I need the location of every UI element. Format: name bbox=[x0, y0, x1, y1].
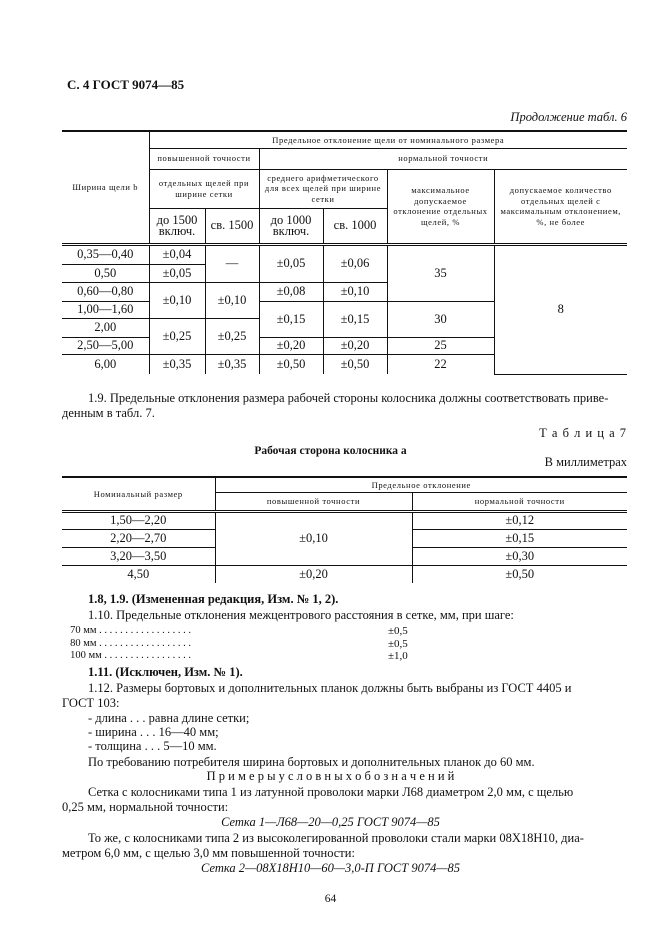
table-cell: 4,50 bbox=[62, 564, 216, 583]
table-cell: ±0,20 bbox=[258, 336, 324, 355]
running-title: С. 4 ГОСТ 9074—85 bbox=[67, 77, 185, 92]
table-cell: ±0,08 bbox=[258, 281, 324, 302]
list-item-length: - длина . . . равна длине сетки; bbox=[88, 711, 250, 725]
step-label: 100 мм . . . . . . . . . . . . . . . . . bbox=[70, 650, 191, 661]
table-cell: ±0,04 bbox=[148, 243, 206, 265]
table-cell: ±0,15 bbox=[322, 300, 388, 338]
table-cell: 0,35—0,40 bbox=[62, 243, 150, 265]
table-cell: ±0,10 bbox=[204, 281, 260, 319]
table-cell: 2,00 bbox=[62, 317, 150, 338]
header-individual: отдельных щелей при ширине сетки bbox=[148, 168, 260, 209]
table-cell: — bbox=[204, 243, 260, 283]
table-cell: 1,50—2,20 bbox=[62, 510, 216, 530]
example-1-line2: 0,25 мм, нормальной точности: bbox=[62, 800, 229, 814]
table-7-units: В миллиметрах bbox=[544, 455, 627, 469]
table-cell: 2,20—2,70 bbox=[62, 528, 216, 548]
step-value: ±0,5 bbox=[388, 625, 408, 637]
header-group: Предельное отклонение bbox=[214, 476, 627, 493]
table-cell: 2,50—5,00 bbox=[62, 336, 150, 355]
list-item-thickness: - толщина . . . 5—10 мм. bbox=[88, 739, 217, 753]
table-cell: ±0,50 bbox=[411, 564, 627, 583]
table-cell: ±0,50 bbox=[322, 353, 388, 374]
page-number: 64 bbox=[324, 893, 337, 905]
paragraph-1-9-line2: денным в табл. 7. bbox=[62, 406, 155, 420]
step-label: 70 мм . . . . . . . . . . . . . . . . . … bbox=[70, 625, 191, 636]
table-7-title: Рабочая сторона колосника a bbox=[254, 445, 407, 457]
step-value: ±1,0 bbox=[388, 650, 408, 662]
example-2-designation: Сетка 2—08Х18Н10—60—3,0-П ГОСТ 9074—85 bbox=[201, 861, 460, 875]
table-cell: ±0,10 bbox=[148, 281, 206, 319]
paragraph-1-12-line2: ГОСТ 103: bbox=[62, 696, 120, 710]
table-cell: ±0,05 bbox=[148, 263, 206, 283]
table-cell: ±0,20 bbox=[322, 336, 388, 355]
header-normal: нормальной точности bbox=[258, 147, 627, 170]
header-over1000: св. 1000 bbox=[322, 207, 388, 246]
example-1-designation: Сетка 1—Л68—20—0,25 ГОСТ 9074—85 bbox=[221, 815, 440, 829]
example-2-line1: То же, с колосниками типа 2 из высоколег… bbox=[88, 831, 584, 845]
table-cell: 3,20—3,50 bbox=[62, 546, 216, 566]
table-cell: ±0,50 bbox=[258, 353, 324, 374]
table-cell: 0,60—0,80 bbox=[62, 281, 150, 302]
header-increased: повышенной точности bbox=[148, 147, 260, 170]
header-over1500: св. 1500 bbox=[204, 207, 260, 246]
header-nominal: Номинальный размер bbox=[62, 476, 216, 513]
table-7-label: Т а б л и ц а 7 bbox=[539, 426, 627, 440]
step-value: ±0,5 bbox=[388, 638, 408, 650]
list-item-width: - ширина . . . 16—40 мм; bbox=[88, 725, 219, 739]
paragraph-1-8: 1.8, 1.9. (Измененная редакция, Изм. № 1… bbox=[88, 592, 339, 606]
table-cell: ±0,10 bbox=[322, 281, 388, 302]
header-mean: среднего арифметического для всех щелей … bbox=[258, 168, 388, 209]
table-cell: ±0,06 bbox=[322, 243, 388, 283]
table-cell: 22 bbox=[386, 353, 495, 374]
table-7: Номинальный размер Предельное отклонение… bbox=[62, 476, 627, 583]
table-cell: ±0,05 bbox=[258, 243, 324, 283]
table-cell: ±0,30 bbox=[411, 546, 627, 566]
table-cell: 1,00—1,60 bbox=[62, 300, 150, 319]
paragraph-1-12-line1: 1.12. Размеры бортовых и дополнительных … bbox=[88, 681, 572, 695]
header-upto1500: до 1500 включ. bbox=[148, 207, 206, 246]
table-cell: ±0,10 bbox=[214, 510, 413, 566]
table-cell: ±0,15 bbox=[258, 300, 324, 338]
table-cell: ±0,25 bbox=[148, 317, 206, 355]
step-label: 80 мм . . . . . . . . . . . . . . . . . … bbox=[70, 638, 191, 649]
table-cell: ±0,12 bbox=[411, 510, 627, 530]
header-width: Ширина щели b bbox=[62, 130, 150, 246]
table-cell: 35 bbox=[386, 243, 495, 302]
table-continuation-label: Продолжение табл. 6 bbox=[510, 110, 627, 124]
paragraph-requirement: По требованию потребителя ширина бортовы… bbox=[88, 755, 535, 769]
table-cell: 0,50 bbox=[62, 263, 150, 283]
paragraph-1-10: 1.10. Предельные отклонения межцентровог… bbox=[88, 608, 514, 622]
table-cell: 8 bbox=[493, 243, 627, 375]
table-cell: 30 bbox=[386, 300, 495, 338]
table-6: Ширина щели b Предельное отклонение щели… bbox=[62, 130, 627, 375]
table-cell: ±0,35 bbox=[148, 353, 206, 374]
header-group: Предельное отклонение щели от номинально… bbox=[148, 130, 627, 149]
table-cell: ±0,25 bbox=[204, 317, 260, 355]
table-cell: ±0,20 bbox=[214, 564, 413, 583]
header-normal: нормальной точности bbox=[411, 491, 627, 513]
examples-title: П р и м е р ы у с л о в н ы х о б о з н … bbox=[206, 769, 455, 783]
header-increased: повышенной точности bbox=[214, 491, 413, 513]
paragraph-1-9-line1: 1.9. Предельные отклонения размера рабоч… bbox=[88, 391, 609, 405]
table-cell: 6,00 bbox=[62, 353, 150, 374]
table-cell: ±0,35 bbox=[204, 353, 260, 374]
header-upto1000: до 1000 включ. bbox=[258, 207, 324, 246]
example-1-line1: Сетка с колосниками типа 1 из латунной п… bbox=[88, 785, 574, 799]
header-max-dev: максимальное допускаемое отклонение отде… bbox=[386, 168, 495, 246]
table-cell: 25 bbox=[386, 336, 495, 355]
example-2-line2: метром 6,0 мм, с щелью 3,0 мм повышенной… bbox=[62, 846, 355, 860]
header-allowed-count: допускаемое количество отдельных щелей с… bbox=[493, 168, 627, 246]
paragraph-1-11: 1.11. (Исключен, Изм. № 1). bbox=[88, 665, 243, 679]
table-cell: ±0,15 bbox=[411, 528, 627, 548]
